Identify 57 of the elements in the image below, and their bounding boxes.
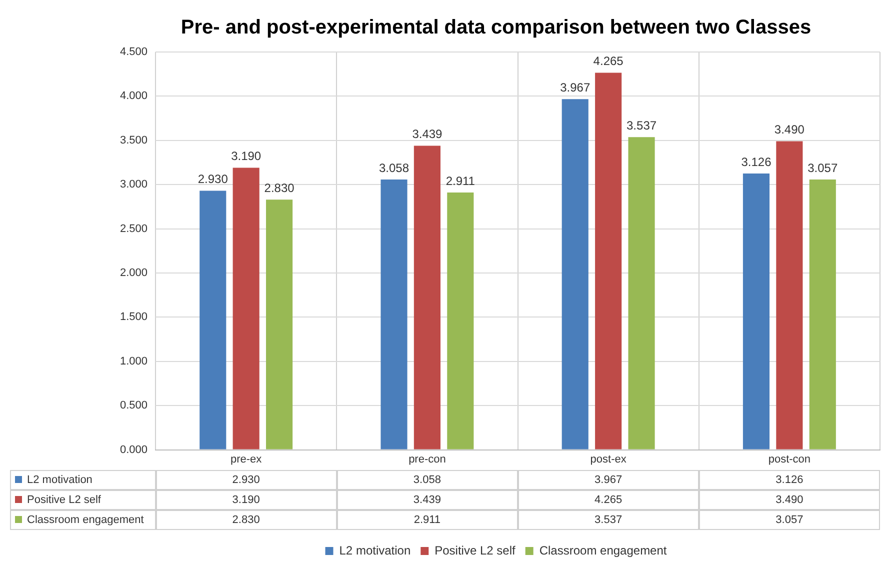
data-label: 3.439 (336, 490, 518, 510)
data-label: 3.537 (518, 510, 699, 530)
text: 3.190 (231, 149, 262, 164)
data-label: 2.930 (156, 470, 337, 490)
text: 2.830 (264, 180, 294, 195)
bar (200, 190, 226, 450)
y-tick-label: 1.500 (120, 311, 148, 324)
y-tick-label: 1.000 (120, 355, 148, 368)
text: 2.911 (446, 174, 475, 188)
text: 3.967 (560, 80, 590, 94)
data-label: 4.265 (518, 490, 699, 510)
text: Positive L2 self (27, 494, 101, 506)
bar (414, 146, 440, 450)
text: Classroom engagement (27, 514, 144, 526)
bar (742, 173, 770, 450)
text: 3.058 (378, 160, 410, 175)
y-tick-label: 2.000 (120, 267, 148, 280)
data-label: 3.058 (336, 470, 518, 490)
text: 3.537 (626, 118, 657, 132)
legend-label: L2 motivation (339, 543, 411, 558)
data-label: 3.057 (698, 510, 880, 530)
data-label: 3.190 (156, 490, 337, 510)
x-tick-label: pre-ex (230, 453, 262, 466)
text: 3.126 (741, 154, 772, 169)
bar (628, 137, 655, 450)
y-tick-label: 4.500 (120, 46, 148, 58)
data-label: 3.490 (698, 490, 880, 510)
bar (447, 192, 474, 450)
text: 4.265 (593, 54, 624, 68)
y-tick-label: 2.500 (120, 222, 148, 235)
bar (380, 179, 408, 450)
y-tick-label: 0.000 (120, 444, 148, 456)
text: L2 motivation (27, 474, 92, 486)
data-label: 3.126 (698, 470, 880, 490)
text: 3.057 (808, 160, 838, 175)
y-tick-label: 3.500 (120, 134, 148, 146)
y-tick-label: 3.000 (120, 178, 148, 191)
legend-label: Positive L2 self (434, 543, 516, 558)
y-tick-label: 0.500 (120, 400, 148, 412)
bar (232, 168, 260, 450)
data-label: 2.830 (156, 510, 337, 530)
bar (809, 180, 836, 450)
data-label: 2.911 (336, 510, 518, 530)
text: 3.439 (412, 127, 442, 142)
text: 3.490 (774, 122, 804, 137)
bar (776, 141, 803, 450)
y-tick-label: 4.000 (120, 90, 148, 102)
chart-title: Pre- and post-experimental data comparison between two Classes (180, 16, 812, 39)
x-tick-label: pre-con (408, 453, 446, 466)
bar (562, 99, 588, 450)
x-tick-label: post-ex (590, 453, 627, 466)
data-label: 3.967 (518, 470, 699, 490)
bar (595, 72, 622, 450)
legend-label: Classroom engagement (539, 543, 668, 558)
text: 2.930 (198, 172, 228, 186)
bar (266, 200, 293, 450)
x-tick-label: post-con (768, 453, 811, 466)
